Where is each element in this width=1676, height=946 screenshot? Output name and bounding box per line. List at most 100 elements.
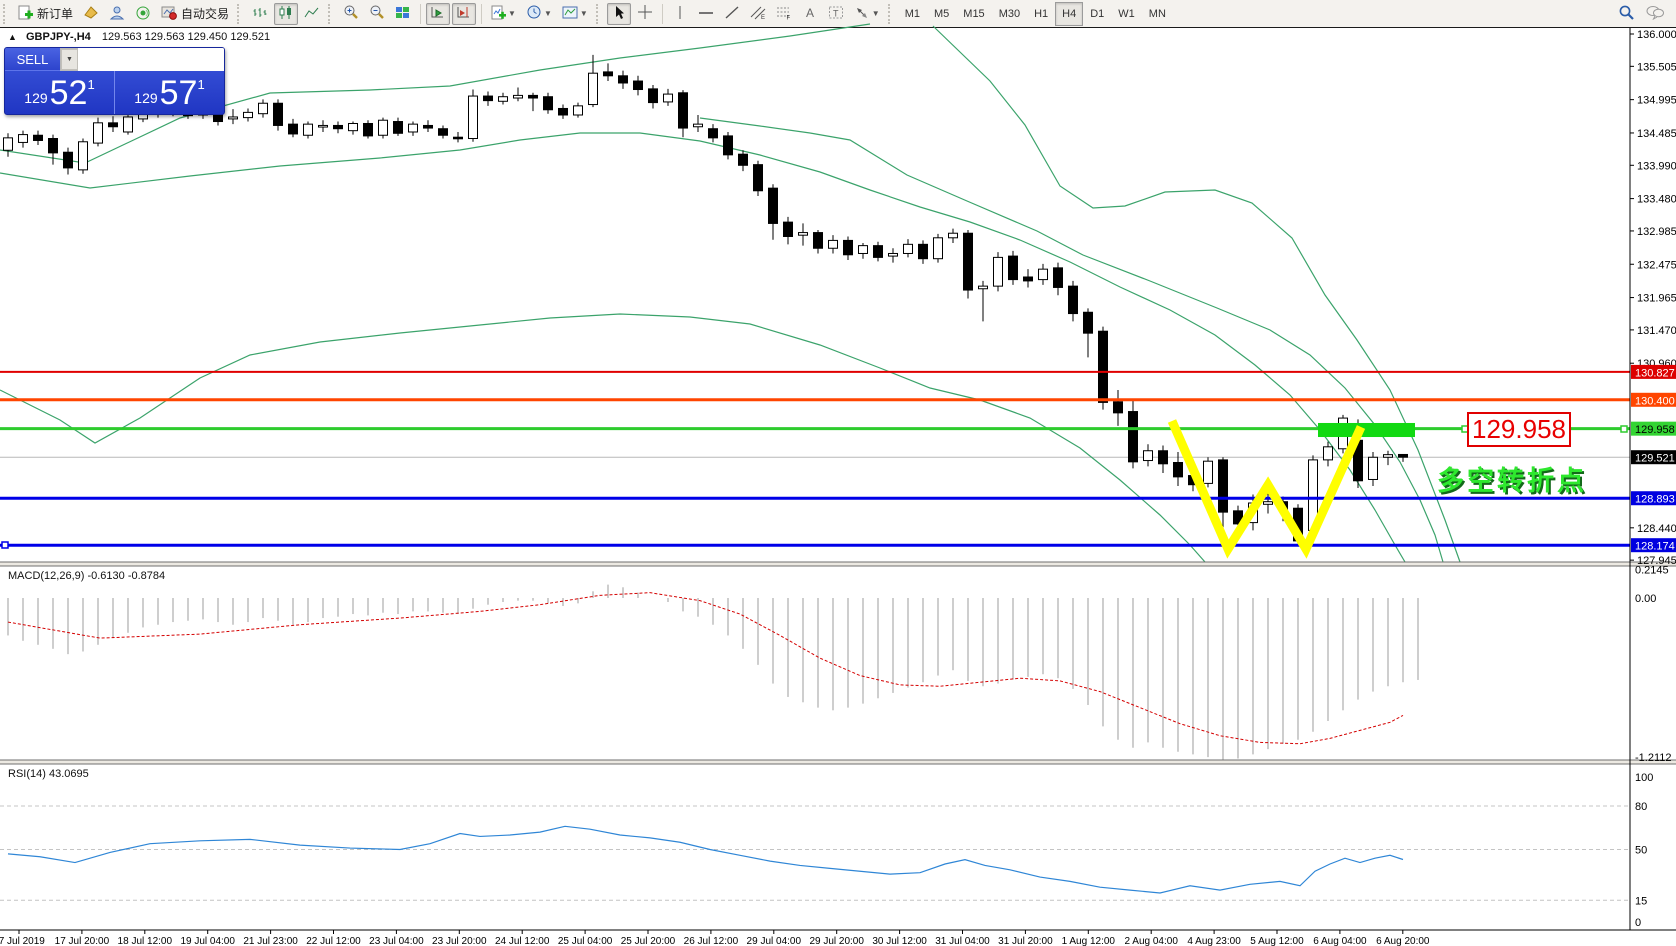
templates-button[interactable]: ▼ — [487, 3, 520, 25]
tf-mn-button[interactable]: MN — [1148, 7, 1166, 20]
svg-text:A: A — [806, 6, 814, 20]
new-chart-button[interactable] — [79, 3, 103, 25]
candle-body — [1383, 454, 1393, 458]
tf-m5-button[interactable]: M5 — [934, 7, 950, 20]
new-order-button[interactable]: 新订单 — [14, 3, 77, 25]
time-tick-label: 25 Jul 04:00 — [558, 936, 613, 946]
candlestick-chart-button[interactable] — [274, 2, 299, 25]
bollinger-band-line — [932, 25, 1461, 563]
turning-point-annotation[interactable]: 多空转折点 — [1437, 466, 1587, 496]
candle-body — [903, 243, 913, 254]
line-chart-button[interactable] — [300, 3, 324, 25]
rsi-axis-label: 15 — [1635, 895, 1647, 907]
fibonacci-button[interactable]: F — [772, 3, 796, 25]
signals-button[interactable] — [131, 3, 155, 25]
tf-h1-button[interactable]: H1 — [1034, 7, 1049, 20]
trendline-button[interactable] — [720, 3, 744, 25]
candle-body — [453, 136, 463, 140]
rsi-axis-label: 0 — [1635, 917, 1641, 929]
sell-button[interactable]: SELL — [5, 48, 60, 71]
tf-m30-button[interactable]: M30 — [998, 7, 1021, 20]
search-button[interactable] — [1614, 3, 1639, 25]
tf-m1-button[interactable]: M1 — [904, 7, 920, 20]
tile-windows-button[interactable] — [391, 3, 415, 25]
candle-body — [1218, 459, 1228, 513]
horizontal-line-button[interactable] — [694, 3, 718, 25]
candle-body — [393, 121, 403, 134]
volume-decrease-button[interactable]: ▼ — [61, 49, 78, 70]
candle-body — [1113, 401, 1123, 414]
time-tick-label: 23 Jul 04:00 — [369, 936, 424, 946]
one-click-trading-panel: SELL ▼ ▲ BUY 129 52 1 129 57 1 — [4, 47, 225, 115]
macd-axis-label: 0.00 — [1635, 593, 1656, 605]
text-button[interactable]: A — [798, 3, 822, 25]
zoom-out-button[interactable] — [365, 3, 389, 25]
periods-button[interactable]: ▼ — [522, 3, 556, 25]
time-tick-label: 17 Jul 2019 — [0, 936, 45, 946]
price-tick-label: 132.475 — [1637, 259, 1676, 271]
price-tick-label: 133.480 — [1637, 194, 1676, 206]
candle-body — [783, 221, 793, 237]
equidistant-channel-button[interactable]: E — [746, 3, 770, 25]
tf-w1-button[interactable]: W1 — [1118, 7, 1135, 20]
price-badge-label: 130.400 — [1635, 395, 1675, 407]
candle-body — [528, 94, 538, 99]
time-tick-label: 2 Aug 04:00 — [1125, 936, 1179, 946]
tf-h4-button[interactable]: H4 — [1055, 1, 1084, 26]
svg-text:T: T — [833, 8, 839, 18]
indicators-button[interactable]: ▼ — [558, 3, 592, 25]
toolbar-grip — [237, 3, 244, 24]
price-tick-label: 131.965 — [1637, 293, 1676, 305]
text-label-button[interactable]: T — [824, 3, 848, 25]
rsi-line — [7, 825, 1404, 894]
price-tick-label: 134.485 — [1637, 128, 1676, 140]
tf-d1-button[interactable]: D1 — [1090, 7, 1105, 20]
autotrading-label: 自动交易 — [181, 7, 230, 21]
price-badge-label: 128.174 — [1635, 541, 1675, 553]
macd-axis-label: 0.2145 — [1635, 564, 1669, 576]
crosshair-button[interactable] — [633, 3, 657, 25]
candle-body — [423, 124, 433, 129]
candle-body — [993, 256, 1003, 287]
candle-body — [438, 128, 448, 136]
candle-body — [603, 71, 613, 77]
cursor-button[interactable] — [606, 2, 631, 25]
candle-body — [648, 88, 658, 104]
toolbar-grip — [887, 3, 895, 24]
price-badge-label: 130.827 — [1635, 367, 1675, 379]
svg-text:E: E — [761, 15, 765, 20]
volume-input[interactable] — [78, 48, 224, 71]
candle-body — [978, 285, 988, 290]
time-tick-label: 25 Jul 20:00 — [621, 936, 676, 946]
candle-body — [798, 232, 808, 236]
zoom-in-button[interactable] — [339, 3, 363, 25]
collapse-panel-icon[interactable]: ▲ — [8, 32, 17, 42]
vertical-line-button[interactable] — [668, 3, 692, 25]
autotrading-button[interactable]: 自动交易 — [157, 3, 233, 25]
vertical-line-icon — [674, 5, 686, 23]
chat-button[interactable] — [1641, 3, 1669, 25]
candle-body — [258, 102, 268, 115]
chart-shift-button[interactable] — [452, 2, 477, 25]
price-callout-label[interactable]: 129.958 — [1467, 412, 1571, 447]
candle-body — [963, 232, 973, 291]
symbol-name: GBPJPY-,H4 — [25, 31, 91, 43]
candle-body — [738, 153, 748, 166]
bid-price-small: 129 — [24, 89, 48, 106]
candle-body — [723, 135, 733, 156]
candle-body — [873, 245, 883, 258]
ask-price[interactable]: 129 57 1 — [115, 71, 224, 114]
auto-scroll-button[interactable] — [426, 2, 451, 25]
tf-m15-button[interactable]: M15 — [963, 7, 985, 20]
candle-body — [318, 124, 328, 128]
toolbar-grip — [595, 3, 603, 24]
horizontal-line-icon — [698, 5, 714, 23]
signal-icon — [135, 5, 151, 23]
bid-price[interactable]: 129 52 1 — [5, 71, 115, 114]
candle-body — [858, 245, 868, 254]
arrows-button[interactable]: ▼ — [850, 3, 884, 25]
bar-chart-button[interactable] — [248, 3, 272, 25]
candle-body — [1173, 461, 1183, 478]
account-button[interactable] — [105, 3, 129, 25]
